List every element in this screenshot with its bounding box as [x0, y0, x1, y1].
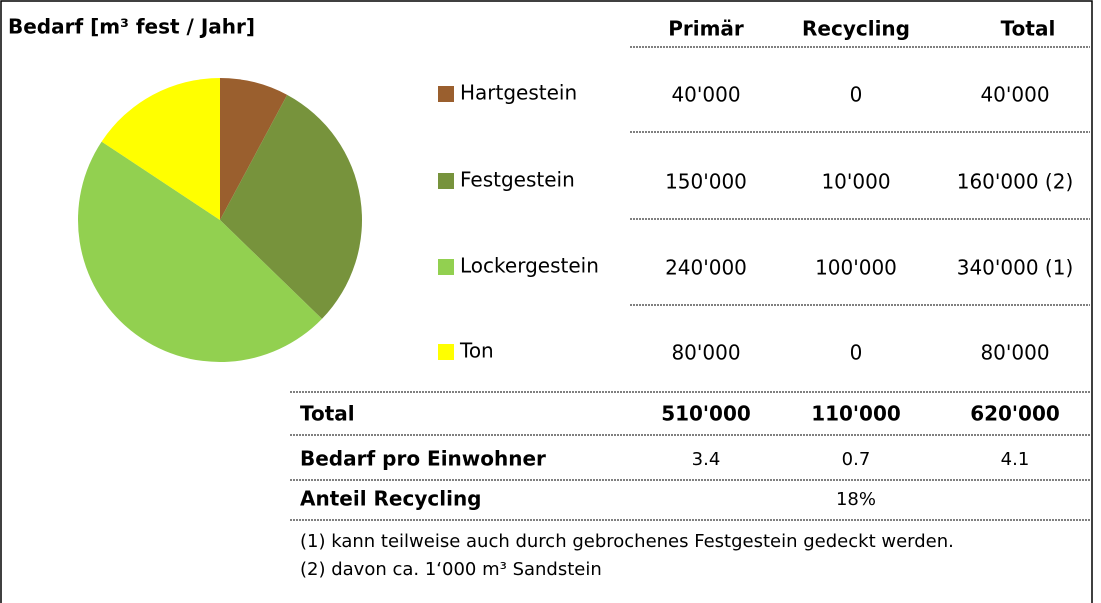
table-cell: 0 — [850, 83, 863, 107]
table-cell: 110'000 — [811, 402, 901, 426]
table-cell: 40'000 — [671, 83, 740, 107]
table-cell: 620'000 — [970, 402, 1060, 426]
table-cell: 340'000 (1) — [957, 256, 1074, 280]
row-label: Total — [300, 402, 355, 426]
table-cell: 0.7 — [842, 449, 871, 470]
table-cell: 10'000 — [821, 170, 890, 194]
chart-title: Bedarf [m³ fest / Jahr] — [8, 15, 255, 39]
table-cell: 160'000 (2) — [957, 170, 1074, 194]
legend-label: Hartgestein — [460, 81, 577, 105]
column-header: Primär — [668, 17, 744, 41]
table-cell: 4.1 — [1001, 449, 1030, 470]
table-cell: 0 — [850, 341, 863, 365]
table-cell: 40'000 — [980, 83, 1049, 107]
row-label: Anteil Recycling — [300, 487, 482, 511]
pie-slice — [78, 141, 322, 362]
legend-label: Ton — [459, 339, 494, 363]
legend-swatch — [438, 344, 454, 360]
column-header: Recycling — [802, 17, 910, 41]
pie-slice — [220, 78, 288, 220]
footnote: (1) kann teilweise auch durch gebrochene… — [300, 531, 954, 552]
legend-swatch — [438, 259, 454, 275]
table-cell: 18% — [836, 489, 876, 510]
table-cell: 510'000 — [661, 402, 751, 426]
table-cell: 100'000 — [815, 256, 897, 280]
table-cell: 240'000 — [665, 256, 747, 280]
table-cell: 80'000 — [980, 341, 1049, 365]
legend-swatch — [438, 86, 454, 102]
table-cell: 3.4 — [692, 449, 721, 470]
row-label: Bedarf pro Einwohner — [300, 447, 546, 471]
footnote: (2) davon ca. 1‘000 m³ Sandstein — [300, 559, 602, 580]
legend-swatch — [438, 173, 454, 189]
pie-slice — [101, 78, 220, 220]
table-cell: 150'000 — [665, 170, 747, 194]
table-cell: 80'000 — [671, 341, 740, 365]
legend-label: Lockergestein — [460, 254, 599, 278]
legend-label: Festgestein — [460, 168, 575, 192]
column-header: Total — [1001, 17, 1056, 41]
pie-slice — [220, 94, 362, 319]
